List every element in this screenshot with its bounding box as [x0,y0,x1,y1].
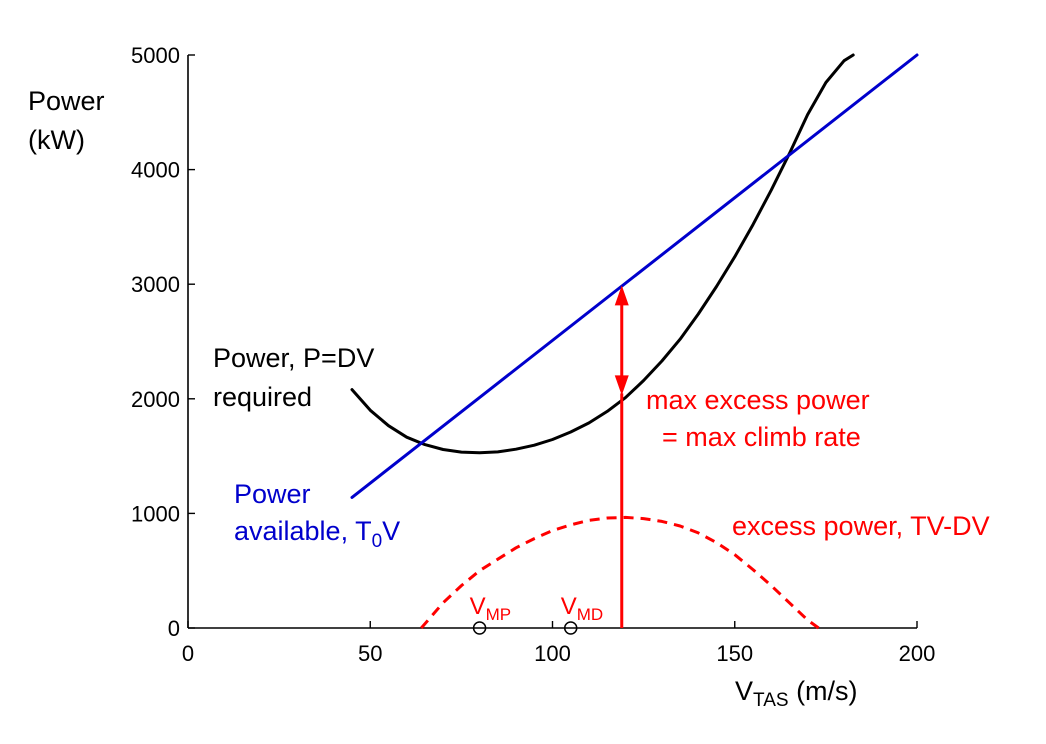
y-tick-label: 2000 [131,387,180,412]
x-tick-label: 200 [899,641,936,666]
arrow-head-down [614,375,629,396]
available-label-line2: available, T0V [234,516,400,552]
speed-marker [563,621,578,635]
y-ticks: 0 1000 2000 3000 4000 5000 [131,43,195,641]
x-axis-title-sub: TAS [753,690,789,711]
y-axis-title-line2: (kW) [28,125,85,155]
speed-marker [472,621,487,635]
x-axis-title-unit: (m/s) [789,676,858,706]
y-tick-label: 4000 [131,158,180,183]
speed-markers: VMP VMD [470,593,603,635]
available-label-tail: V [382,516,400,546]
y-tick-label: 5000 [131,43,180,68]
excess-power-label: excess power, TV-DV [732,511,990,541]
x-tick-label: 50 [358,641,382,666]
excess-power-curve [420,515,820,630]
required-label-line1: Power, P=DV [213,343,374,373]
y-tick-label: 0 [168,616,180,641]
arrow-head-up [614,285,629,306]
required-label-line2: required [213,382,312,412]
x-axis-title: VTAS (m/s) [735,676,858,711]
y-axis-title-line1: Power [28,86,105,116]
series-layer [350,53,919,630]
y-tick-label: 3000 [131,272,180,297]
x-tick-label: 150 [716,641,753,666]
available-label-text: available, T [234,516,372,546]
max-excess-label-line1: max excess power [646,385,870,415]
speed-marker-label: VMP [470,593,512,624]
speed-marker-label: VMD [561,593,603,624]
x-tick-label: 0 [182,641,194,666]
available-label-line1: Power [234,479,311,509]
x-ticks: 0 50 100 150 200 [182,621,935,666]
y-tick-label: 1000 [131,501,180,526]
max-excess-arrow [614,285,629,628]
required-power-curve [350,53,855,455]
max-excess-label-line2: = max climb rate [662,422,861,452]
available-power-curve [350,53,919,499]
available-label-subscript: 0 [372,531,383,552]
x-tick-label: 100 [534,641,571,666]
x-axis-title-main: V [735,676,753,706]
